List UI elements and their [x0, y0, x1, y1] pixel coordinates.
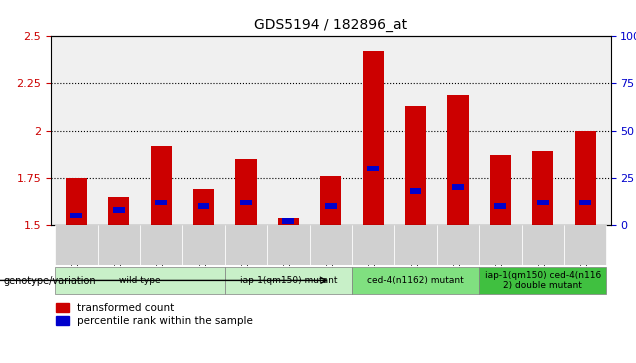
Text: iap-1(qm150) ced-4(n116
2) double mutant: iap-1(qm150) ced-4(n116 2) double mutant	[485, 271, 601, 290]
FancyBboxPatch shape	[97, 225, 140, 265]
Bar	[108, 197, 129, 225]
Bar	[579, 200, 591, 205]
Bar	[155, 200, 167, 205]
Bar	[574, 131, 596, 225]
FancyBboxPatch shape	[479, 266, 606, 294]
Bar	[278, 217, 299, 225]
FancyBboxPatch shape	[225, 266, 352, 294]
FancyBboxPatch shape	[310, 225, 352, 265]
Bar	[363, 52, 384, 225]
Bar	[495, 203, 506, 209]
Bar	[532, 151, 553, 225]
FancyBboxPatch shape	[564, 225, 606, 265]
Bar	[410, 188, 421, 194]
Bar	[368, 166, 379, 171]
FancyBboxPatch shape	[267, 225, 310, 265]
FancyBboxPatch shape	[183, 225, 225, 265]
FancyBboxPatch shape	[352, 266, 479, 294]
FancyBboxPatch shape	[225, 225, 267, 265]
Bar	[447, 95, 469, 225]
Bar	[490, 155, 511, 225]
Bar	[405, 106, 426, 225]
Text: iap-1(qm150) mutant: iap-1(qm150) mutant	[240, 276, 337, 285]
Bar	[320, 176, 342, 225]
Title: GDS5194 / 182896_at: GDS5194 / 182896_at	[254, 19, 407, 33]
Bar	[452, 184, 464, 190]
FancyBboxPatch shape	[437, 225, 479, 265]
Bar	[282, 219, 294, 224]
Bar	[151, 146, 172, 225]
FancyBboxPatch shape	[394, 225, 437, 265]
Bar	[235, 159, 256, 225]
Text: ced-4(n1162) mutant: ced-4(n1162) mutant	[367, 276, 464, 285]
FancyBboxPatch shape	[522, 225, 564, 265]
Bar	[71, 213, 82, 219]
Bar	[240, 200, 252, 205]
Bar	[113, 207, 125, 213]
FancyBboxPatch shape	[479, 225, 522, 265]
Legend: transformed count, percentile rank within the sample: transformed count, percentile rank withi…	[56, 303, 252, 326]
Text: wild type: wild type	[119, 276, 161, 285]
Text: genotype/variation: genotype/variation	[3, 276, 96, 286]
Bar	[198, 203, 209, 209]
Bar	[66, 178, 87, 225]
FancyBboxPatch shape	[55, 225, 97, 265]
FancyBboxPatch shape	[352, 225, 394, 265]
Bar	[193, 189, 214, 225]
Bar	[537, 200, 548, 205]
Bar	[325, 203, 336, 209]
FancyBboxPatch shape	[55, 266, 225, 294]
FancyBboxPatch shape	[140, 225, 183, 265]
